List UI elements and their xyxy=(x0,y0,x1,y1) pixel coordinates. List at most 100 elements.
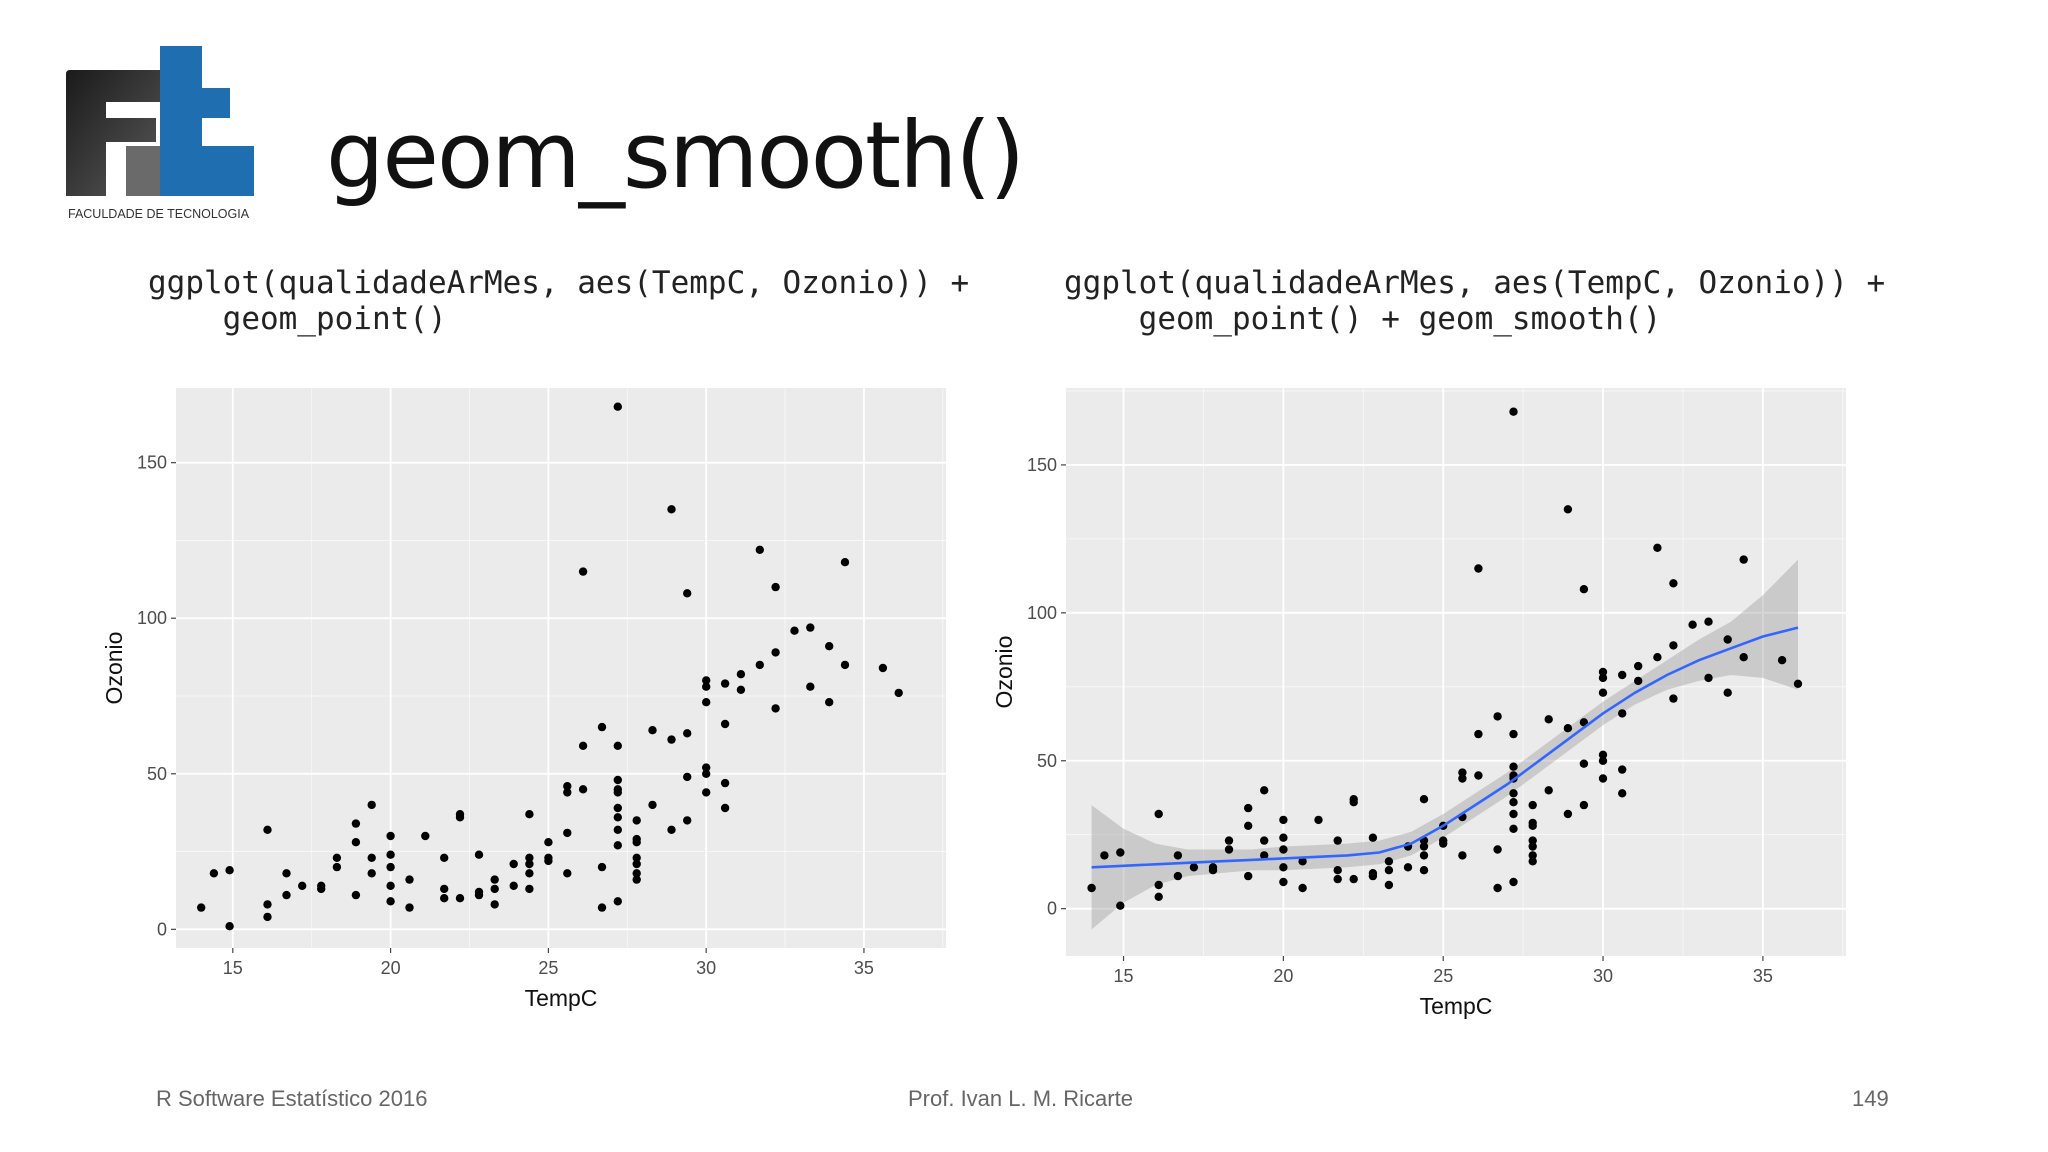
data-point xyxy=(455,894,465,903)
data-point xyxy=(1509,762,1518,771)
data-point xyxy=(386,897,395,906)
data-point xyxy=(1474,564,1483,573)
data-point xyxy=(1349,798,1358,807)
data-point xyxy=(1458,774,1467,783)
data-point xyxy=(1704,673,1713,683)
data-point xyxy=(1509,877,1518,887)
data-point xyxy=(771,704,780,713)
data-point xyxy=(1704,617,1713,626)
data-point xyxy=(332,862,342,872)
data-point xyxy=(1298,857,1307,866)
data-point xyxy=(683,816,692,825)
data-point xyxy=(525,853,534,862)
data-point xyxy=(578,741,588,750)
y-tick-label: 50 xyxy=(1037,751,1057,771)
data-point xyxy=(736,670,746,679)
y-axis-title: Ozonio xyxy=(101,632,127,705)
data-point xyxy=(702,676,711,685)
data-point xyxy=(1189,863,1199,872)
data-point xyxy=(613,741,622,750)
data-point xyxy=(1598,750,1608,759)
chart-scatter: 15 20 25 30 35 0 50 100 150 TempC Ozonio xyxy=(101,388,946,1011)
data-point xyxy=(755,660,764,670)
x-tick-label: 15 xyxy=(223,958,243,978)
data-point xyxy=(667,735,676,744)
y-axis-title: Ozonio xyxy=(991,636,1017,709)
y-tick-label: 150 xyxy=(1027,455,1057,475)
x-tick-label: 15 xyxy=(1114,966,1134,986)
slide-title: geom_smooth() xyxy=(326,102,1025,209)
plot-panel xyxy=(176,388,946,948)
data-point xyxy=(1244,871,1253,881)
data-point xyxy=(1528,836,1537,845)
data-point xyxy=(1458,768,1467,777)
data-point xyxy=(632,816,641,825)
data-point xyxy=(1349,874,1358,884)
data-point xyxy=(613,813,622,822)
data-point xyxy=(632,869,641,878)
data-point xyxy=(1509,824,1518,833)
data-point xyxy=(440,853,449,862)
data-point xyxy=(490,884,499,894)
data-point xyxy=(263,900,272,909)
data-point xyxy=(474,890,484,900)
data-point xyxy=(1563,724,1573,733)
footer-author: Prof. Ivan L. M. Ricarte xyxy=(908,1086,1133,1111)
data-point xyxy=(282,890,291,900)
data-point xyxy=(1777,656,1787,665)
data-point xyxy=(1087,883,1096,893)
data-point xyxy=(1669,694,1678,703)
data-point xyxy=(405,903,414,912)
data-point xyxy=(1509,407,1518,416)
y-tick-label: 0 xyxy=(1047,899,1057,919)
data-point xyxy=(1224,836,1234,845)
data-point xyxy=(1669,641,1678,650)
data-point xyxy=(1688,620,1697,629)
data-point xyxy=(544,856,553,866)
data-point xyxy=(613,788,622,797)
data-point xyxy=(1458,851,1467,860)
data-point xyxy=(317,881,326,890)
data-point xyxy=(1333,874,1342,884)
data-point xyxy=(667,505,676,514)
x-tick-label: 25 xyxy=(1433,966,1453,986)
data-point xyxy=(683,589,692,598)
data-point xyxy=(1739,555,1748,564)
data-point xyxy=(613,402,622,411)
data-point xyxy=(563,782,572,791)
data-point xyxy=(1100,851,1109,860)
data-point xyxy=(1598,756,1608,765)
data-point xyxy=(1116,901,1125,910)
x-axis-title: TempC xyxy=(1420,993,1493,1019)
data-point xyxy=(702,788,711,797)
data-point xyxy=(771,648,780,657)
data-point xyxy=(720,679,730,688)
data-point xyxy=(563,828,572,838)
data-point xyxy=(1474,771,1483,780)
data-point xyxy=(386,881,395,890)
data-point xyxy=(1528,800,1537,810)
data-point xyxy=(1474,729,1483,739)
data-point xyxy=(720,803,730,813)
data-point xyxy=(490,875,499,884)
data-point xyxy=(1116,848,1125,857)
data-point xyxy=(1279,833,1288,842)
data-point xyxy=(282,869,291,878)
data-point xyxy=(263,912,272,922)
x-axis-title: TempC xyxy=(525,985,598,1011)
data-point xyxy=(1598,774,1608,783)
data-point xyxy=(1579,759,1589,768)
y-tick-label: 100 xyxy=(1027,603,1057,623)
data-point xyxy=(597,903,607,912)
data-point xyxy=(683,772,692,782)
data-point xyxy=(1368,833,1378,842)
data-point xyxy=(1793,679,1803,688)
data-point xyxy=(1493,883,1502,893)
data-point xyxy=(386,862,395,872)
data-point xyxy=(440,894,449,903)
data-point xyxy=(1598,667,1608,677)
data-point xyxy=(351,819,361,828)
data-point xyxy=(332,853,342,862)
data-point xyxy=(490,900,499,909)
